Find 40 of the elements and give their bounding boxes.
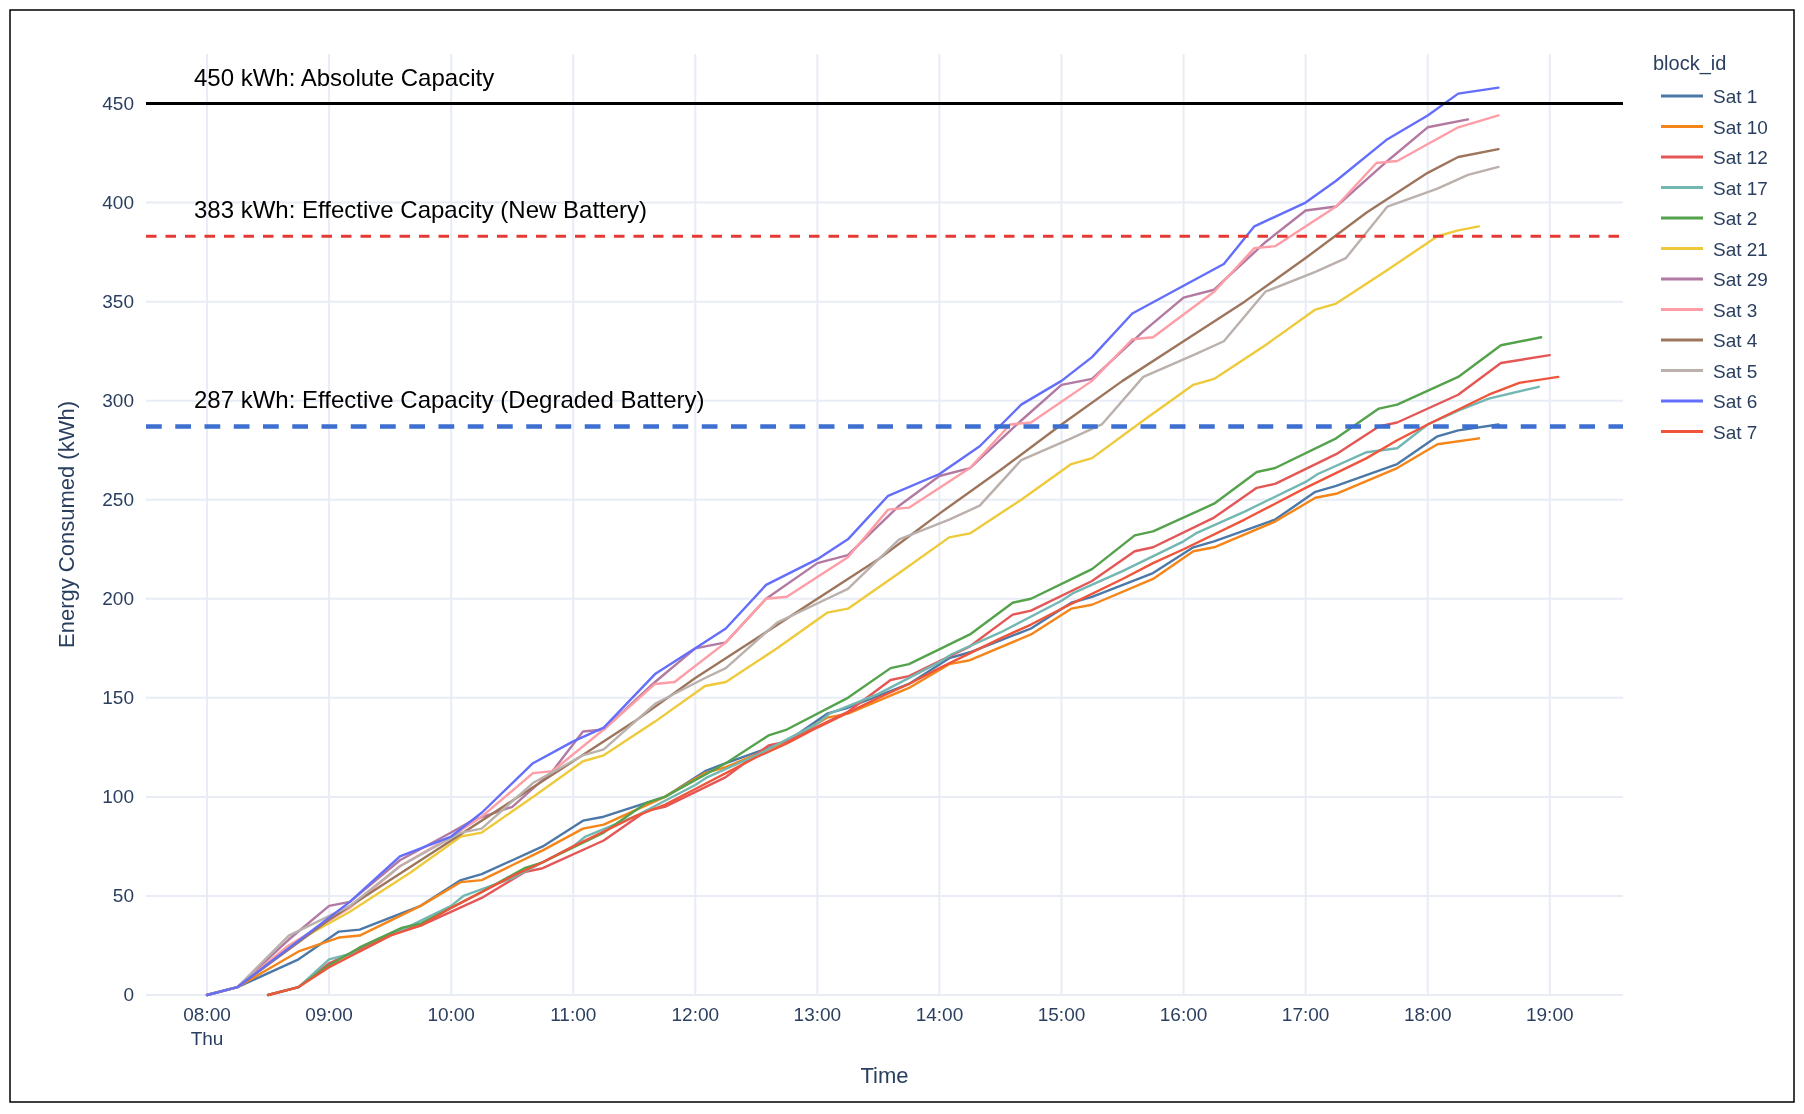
legend-title: block_id (1653, 52, 1727, 75)
legend-label: Sat 21 (1713, 238, 1768, 260)
x-tick-label: 17:00 (1281, 1004, 1330, 1025)
legend-label: Sat 10 (1713, 116, 1768, 138)
y-axis-title: Energy Consumed (kWh) (54, 401, 79, 648)
y-tick-label: 400 (102, 191, 134, 213)
legend-label: Sat 3 (1713, 299, 1758, 321)
x-tick-label: 13:00 (793, 1004, 842, 1025)
ref-line-label: 450 kWh: Absolute Capacity (194, 63, 495, 91)
legend-label: Sat 6 (1713, 391, 1758, 412)
x-tick-label: 12:00 (671, 1004, 720, 1025)
y-tick-label: 250 (102, 488, 134, 510)
legend-label: Sat 4 (1713, 330, 1758, 351)
y-tick-label: 200 (102, 587, 134, 609)
legend-label: Sat 7 (1713, 421, 1758, 443)
x-tick-label: 16:00 (1159, 1004, 1208, 1025)
legend-label: Sat 2 (1713, 208, 1758, 229)
y-tick-label: 450 (102, 92, 134, 114)
x-tick-label: 15:00 (1037, 1004, 1086, 1025)
ref-line-label: 383 kWh: Effective Capacity (New Battery) (194, 196, 648, 224)
x-tick-label: 09:00 (305, 1004, 353, 1025)
x-tick-label: 08:00 Thu (183, 1004, 231, 1049)
ref-line-label: 287 kWh: Effective Capacity (Degraded Battery) (194, 386, 705, 414)
legend-label: Sat 5 (1713, 360, 1758, 382)
x-tick-label: 11:00 (550, 1004, 597, 1025)
y-tick-label: 100 (102, 785, 134, 807)
y-tick-label: 300 (102, 389, 134, 411)
x-tick-label: 19:00 (1525, 1004, 1574, 1025)
y-tick-label: 150 (102, 686, 134, 708)
x-tick-label: 14:00 (915, 1004, 964, 1025)
x-axis-title: Time (860, 1063, 909, 1088)
legend-label: Sat 29 (1713, 269, 1768, 290)
legend-label: Sat 1 (1713, 86, 1758, 107)
x-tick-label: 10:00 (427, 1004, 475, 1025)
y-tick-label: 350 (102, 290, 134, 312)
legend-label: Sat 12 (1713, 147, 1768, 168)
legend-label: Sat 17 (1713, 177, 1768, 199)
x-tick-label: 18:00 (1403, 1004, 1452, 1025)
y-tick-label: 0 (123, 984, 134, 1005)
y-tick-label: 50 (112, 884, 134, 906)
